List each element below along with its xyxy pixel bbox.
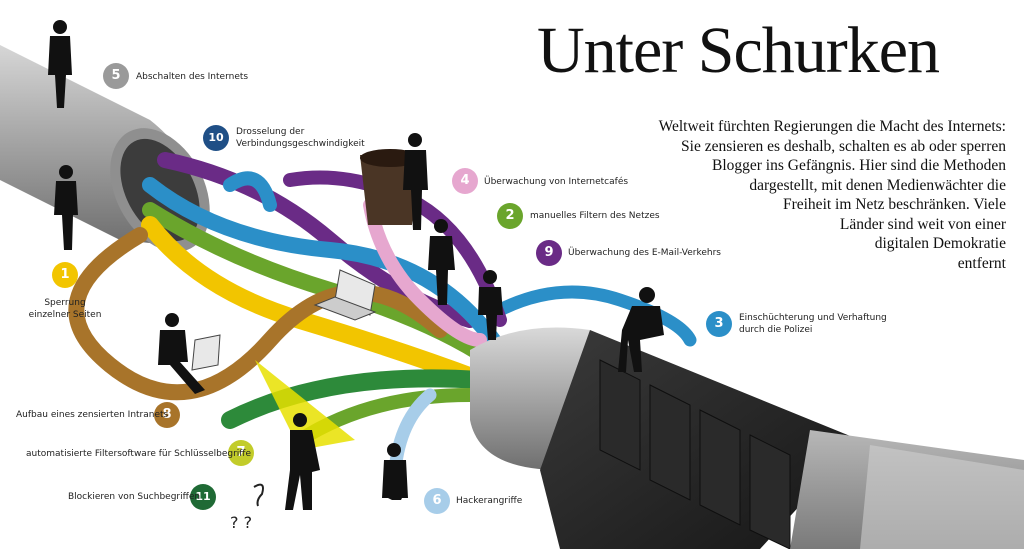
method-badge-3: 3 <box>706 311 732 337</box>
intro-line: Länder sind weit von einer <box>839 215 1006 233</box>
method-label-2: manuelles Filtern des Netzes <box>530 211 660 221</box>
method-label-3: Einschüchterung und Verhaftung durch die… <box>739 312 887 336</box>
person-figures <box>48 20 664 510</box>
method-label-line: Drosselung der <box>236 127 305 137</box>
method-label-11: Blockieren von Suchbegriffen <box>68 492 201 502</box>
question-mark-icon: ? ? <box>230 513 252 532</box>
light-cone <box>255 360 355 450</box>
person-icon <box>285 413 320 510</box>
intro-line: digitalen Demokratie <box>874 235 1006 252</box>
person-icon <box>54 165 78 250</box>
intro-line: Blogger ins Gefängnis. Hier sind die Met… <box>711 157 1006 174</box>
method-label-line: Einschüchterung und Verhaftung <box>739 313 887 323</box>
method-label-6: Hackerangriffe <box>456 496 523 506</box>
method-badge-11: 11 <box>190 484 216 510</box>
person-icon <box>618 287 664 372</box>
person-icon <box>48 20 72 108</box>
intro-text: Weltweit fürchten Regierungen die Macht … <box>626 117 1006 273</box>
method-label-line: Sperrung <box>44 298 86 308</box>
method-label-line: durch die Polizei <box>739 325 813 335</box>
laptop-icon <box>191 334 221 371</box>
method-label-10: Drosselung der Verbindungsgeschwindigkei… <box>236 126 365 150</box>
person-icon <box>382 443 408 500</box>
intro-line: Sie zensieren es deshalb, schalten es ab… <box>681 137 1006 155</box>
person-icon <box>478 270 503 340</box>
wire-bundle <box>68 152 697 477</box>
intro-line: Weltweit fürchten Regierungen die Macht … <box>658 118 1006 135</box>
method-label-5: Abschalten des Internets <box>136 72 249 82</box>
question-mark-icon <box>253 483 264 507</box>
method-label-4: Überwachung von Internetcafés <box>484 177 629 187</box>
page-title: Unter Schurken <box>537 14 940 87</box>
person-icon <box>403 133 428 230</box>
method-label-1: Sperrung einzelner Seiten <box>20 297 110 321</box>
intro-line: entfernt <box>957 254 1006 272</box>
person-icon <box>158 313 205 394</box>
method-badge-1: 1 <box>52 262 78 288</box>
method-badge-4: 4 <box>452 168 478 194</box>
method-badge-6: 6 <box>424 488 450 514</box>
method-badge-5: 5 <box>103 63 129 89</box>
cable-plug <box>470 327 1024 549</box>
method-badge-2: 2 <box>497 203 523 229</box>
method-badge-9: 9 <box>536 240 562 266</box>
method-badge-10: 10 <box>203 125 229 151</box>
person-icon <box>428 219 455 305</box>
method-badge-8: 8 <box>154 402 180 428</box>
method-label-line: Verbindungsgeschwindigkeit <box>236 139 365 149</box>
laptop-icon <box>313 269 377 321</box>
method-badge-7: 7 <box>228 440 254 466</box>
method-label-line: einzelner Seiten <box>28 310 102 320</box>
method-label-8: Aufbau eines zensierten Intranets <box>16 410 169 420</box>
intro-line: Freiheit im Netz beschränken. Viele <box>782 196 1006 213</box>
intro-line: dargestellt, mit denen Medienwächter die <box>749 176 1006 194</box>
method-label-7: automatisierte Filtersoftware für Schlüs… <box>26 449 252 459</box>
method-label-9: Überwachung des E-Mail-Verkehrs <box>568 248 721 258</box>
